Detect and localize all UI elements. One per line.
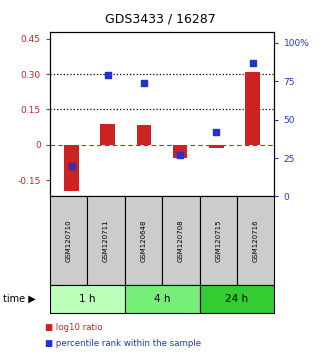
Point: [178, 152, 183, 158]
Text: 24 h: 24 h: [225, 294, 248, 304]
Text: 1 h: 1 h: [79, 294, 95, 304]
Text: 4 h: 4 h: [154, 294, 170, 304]
Text: GDS3433 / 16287: GDS3433 / 16287: [105, 12, 216, 25]
Text: GSM120715: GSM120715: [215, 219, 221, 262]
Text: GSM120708: GSM120708: [178, 219, 184, 262]
Bar: [173, 145, 187, 158]
Bar: [64, 145, 79, 190]
Point: [105, 72, 110, 78]
Point: [142, 80, 147, 85]
Point: [214, 129, 219, 135]
Bar: [137, 125, 151, 145]
Point: [69, 163, 74, 169]
Text: time ▶: time ▶: [3, 294, 36, 304]
Text: GSM120710: GSM120710: [65, 219, 72, 262]
Text: GSM120648: GSM120648: [140, 219, 146, 262]
Bar: [246, 72, 260, 145]
Point: [250, 60, 255, 65]
Text: GSM120711: GSM120711: [103, 219, 109, 262]
Text: ■ percentile rank within the sample: ■ percentile rank within the sample: [45, 339, 201, 348]
Text: GSM120716: GSM120716: [253, 219, 259, 262]
Bar: [209, 145, 224, 148]
Text: ■ log10 ratio: ■ log10 ratio: [45, 323, 102, 332]
Bar: [100, 124, 115, 145]
